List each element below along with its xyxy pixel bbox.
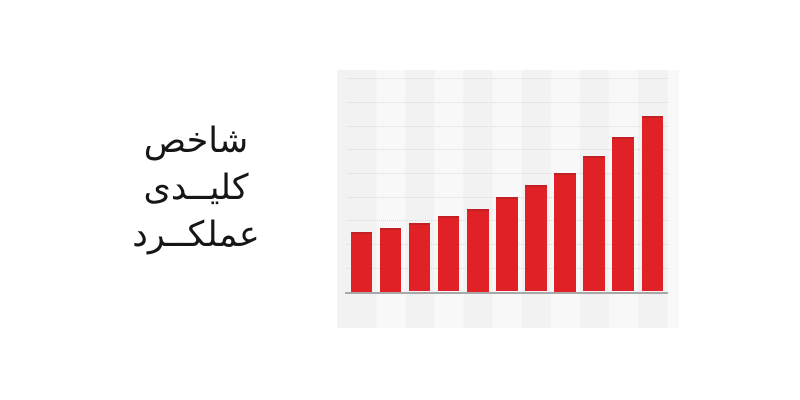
- gridline: [347, 78, 668, 80]
- bar: [437, 215, 460, 292]
- gridline: [347, 125, 668, 127]
- gridline: [347, 149, 668, 151]
- gridline: [347, 173, 668, 174]
- bar: [525, 184, 547, 292]
- bar: [467, 208, 489, 292]
- plot-area: [337, 70, 679, 328]
- bar: [554, 173, 576, 292]
- chart-title-line-3: عملکــرد: [132, 215, 260, 255]
- bar: [408, 222, 431, 292]
- bar: [350, 232, 373, 292]
- chart-title-line-1: شاخص: [143, 121, 249, 161]
- bar: [612, 137, 634, 292]
- bar: [379, 227, 402, 292]
- bar-chart: [337, 70, 679, 328]
- x-axis-line: [345, 291, 668, 294]
- gridline: [347, 101, 668, 103]
- bar: [583, 156, 605, 292]
- bar: [641, 116, 663, 292]
- chart-title-line-2: کلیــدی: [143, 168, 249, 208]
- bar: [496, 196, 518, 292]
- chart-title: شاخص کلیــدی عملکــرد: [130, 118, 262, 259]
